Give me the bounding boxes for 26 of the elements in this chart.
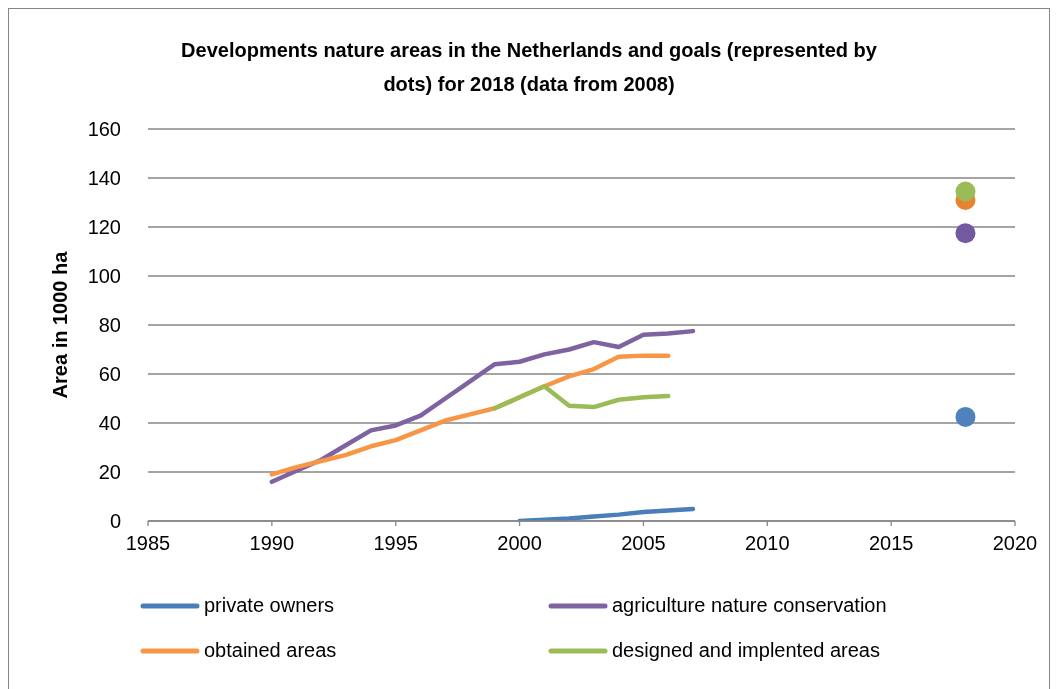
- x-tick-label: 2010: [745, 532, 790, 555]
- x-tick-label: 1990: [249, 532, 295, 555]
- y-tick-label: 40: [98, 412, 121, 435]
- chart-title: Developments nature areas in the Netherlands and goals (represented by dots) for 2018 (data from 2008): [180, 38, 878, 97]
- y-tick-label: 140: [87, 167, 121, 190]
- line-series: [492, 384, 671, 411]
- x-tick-label: 1995: [373, 532, 418, 555]
- y-tick-label: 20: [98, 461, 121, 484]
- y-tick-label: 60: [98, 363, 121, 386]
- y-tick-label: 100: [87, 265, 121, 288]
- x-tick-label: 2015: [868, 532, 914, 555]
- line-series: [517, 506, 696, 521]
- y-tick-label: 160: [87, 118, 121, 141]
- x-tick-label: 2005: [621, 532, 666, 555]
- legend-label: designed and implented areas: [612, 639, 880, 662]
- legend-label: obtained areas: [204, 639, 337, 662]
- y-tick-label: 0: [109, 510, 121, 533]
- x-tick-label: 2020: [992, 532, 1038, 555]
- legend-label: agriculture nature conservation: [612, 594, 887, 617]
- y-axis-title: Area in 1000 ha: [49, 250, 72, 399]
- x-tick-label: 2000: [497, 532, 542, 555]
- legend-label: private owners: [204, 594, 335, 617]
- x-tick-label: 1985: [125, 532, 171, 555]
- line-series: [269, 328, 696, 485]
- y-tick-label: 120: [87, 216, 121, 239]
- y-tick-label: 80: [98, 314, 121, 337]
